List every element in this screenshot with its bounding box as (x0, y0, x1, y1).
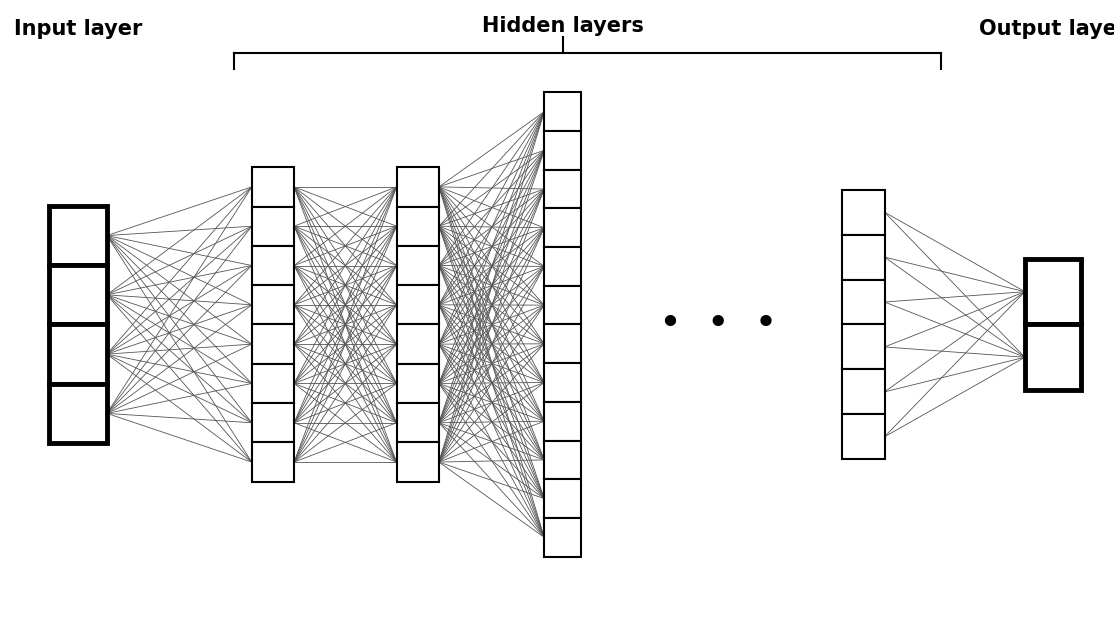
Bar (544, 286, 582, 324)
Bar (544, 92, 582, 131)
Text: Input layer: Input layer (13, 19, 143, 39)
Bar (252, 364, 294, 403)
Bar (49, 384, 107, 443)
Bar (544, 402, 582, 441)
Bar (544, 324, 582, 363)
Bar (49, 206, 107, 265)
Text: Hidden layers: Hidden layers (481, 16, 644, 36)
Bar (397, 207, 439, 246)
Bar (252, 324, 294, 364)
Bar (544, 518, 582, 557)
Bar (397, 246, 439, 285)
Bar (544, 170, 582, 208)
Bar (1025, 259, 1081, 324)
Bar (842, 414, 885, 459)
Bar (49, 324, 107, 384)
Bar (842, 369, 885, 414)
Bar (252, 442, 294, 482)
Bar (49, 265, 107, 324)
Bar (544, 131, 582, 170)
Bar (397, 403, 439, 442)
Bar (397, 285, 439, 324)
Bar (544, 208, 582, 247)
Bar (397, 167, 439, 207)
Bar (544, 247, 582, 286)
Text: •  •  •: • • • (659, 306, 778, 343)
Bar (544, 363, 582, 402)
Bar (842, 190, 885, 235)
Bar (397, 364, 439, 403)
Bar (842, 235, 885, 280)
Bar (544, 441, 582, 479)
Bar (842, 324, 885, 369)
Bar (397, 324, 439, 364)
Bar (544, 479, 582, 518)
Bar (252, 167, 294, 207)
Bar (252, 285, 294, 324)
Text: Output layer: Output layer (978, 19, 1114, 39)
Bar (252, 403, 294, 442)
Bar (252, 246, 294, 285)
Bar (397, 442, 439, 482)
Bar (1025, 324, 1081, 390)
Bar (842, 280, 885, 324)
Bar (252, 207, 294, 246)
